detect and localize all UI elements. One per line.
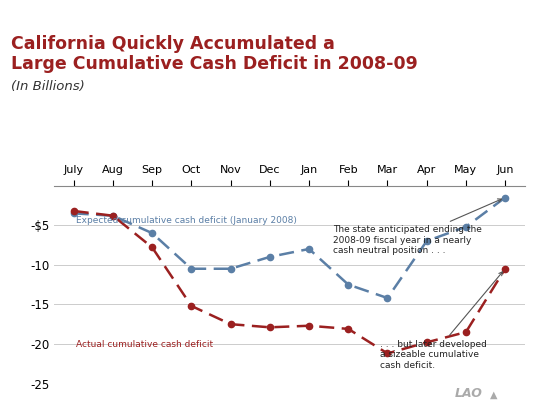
Text: Figure 7: Figure 7: [9, 8, 67, 21]
Text: Expected cumulative cash deficit (January 2008): Expected cumulative cash deficit (Januar…: [76, 216, 296, 225]
Text: LAO: LAO: [454, 387, 483, 400]
Text: Large Cumulative Cash Deficit in 2008-09: Large Cumulative Cash Deficit in 2008-09: [11, 55, 418, 73]
Text: . . . but later developed
a sizeable cumulative
cash deficit.: . . . but later developed a sizeable cum…: [380, 272, 503, 370]
Text: The state anticipated ending the
2008-09 fiscal year in a nearly
cash neutral po: The state anticipated ending the 2008-09…: [333, 199, 502, 255]
Text: ▲: ▲: [490, 390, 497, 400]
Text: (In Billions): (In Billions): [11, 80, 84, 93]
Text: Actual cumulative cash deficit: Actual cumulative cash deficit: [76, 340, 213, 349]
Text: California Quickly Accumulated a: California Quickly Accumulated a: [11, 35, 335, 53]
